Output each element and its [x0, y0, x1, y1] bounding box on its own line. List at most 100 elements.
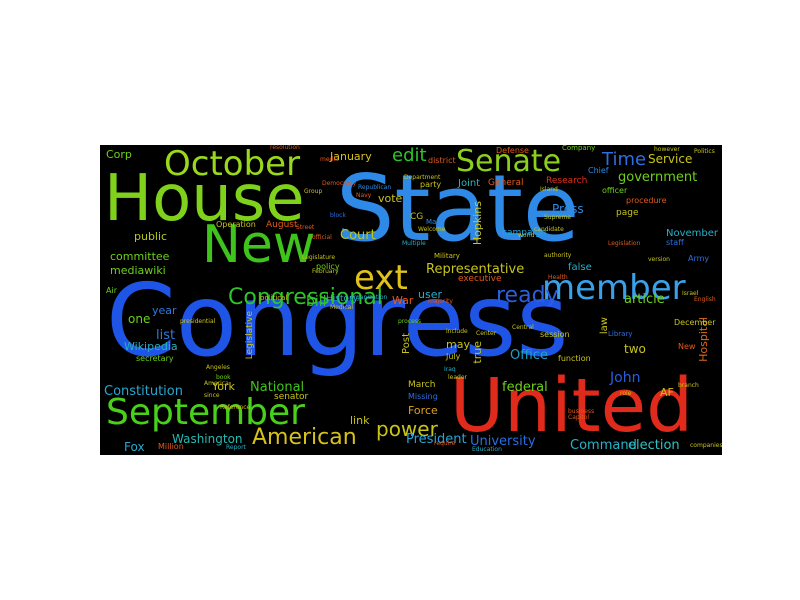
- word-department: Department: [404, 174, 441, 181]
- word-israel: Israel: [682, 290, 699, 297]
- word-president: President: [406, 432, 467, 447]
- word-year: year: [152, 304, 177, 317]
- word-post: Post: [401, 333, 412, 354]
- word-report: Report: [226, 444, 246, 451]
- word-supreme: Supreme: [544, 214, 571, 221]
- word-false: false: [568, 262, 592, 273]
- word-state: State: [336, 155, 580, 262]
- word-fox: Fox: [124, 440, 145, 454]
- word-america: America: [204, 380, 229, 387]
- word-role: role: [620, 390, 632, 397]
- word-constitution: Constitution: [104, 384, 183, 399]
- word-defense: Defense: [496, 146, 529, 155]
- word-war: War: [392, 294, 414, 307]
- word-resolution: resolution: [270, 145, 300, 151]
- word-congress: Congress: [106, 262, 569, 379]
- word-process: process: [398, 318, 422, 325]
- word-companies: companies: [690, 442, 722, 449]
- word-time: Time: [602, 149, 647, 170]
- word-government: government: [618, 170, 698, 185]
- word-research: Research: [546, 176, 588, 186]
- word-committee: committee: [110, 250, 170, 263]
- word-operation: Operation: [216, 220, 256, 229]
- word-military: Military: [434, 252, 460, 260]
- word-cg: CG: [410, 212, 424, 222]
- word-medical: Medical: [330, 304, 353, 311]
- word-cloud: Congress State United House New Septembe…: [100, 145, 722, 455]
- word-user: user: [418, 288, 442, 301]
- word-official: official: [312, 234, 332, 241]
- word-angeles: Angeles: [206, 364, 230, 371]
- word-command: Command: [570, 438, 637, 453]
- word-however: however: [654, 146, 680, 153]
- word-legislation: Legislation: [608, 240, 641, 247]
- word-ext: ext: [354, 258, 408, 298]
- word-august: August: [266, 220, 298, 230]
- word-af: AF: [660, 386, 674, 399]
- word-list: list: [156, 328, 176, 343]
- word-branch: branch: [678, 382, 699, 389]
- word-secretary: secretary: [136, 354, 174, 363]
- word-member: member: [542, 268, 686, 308]
- word-company: Company: [562, 145, 596, 152]
- word-presidential: presidential: [180, 318, 216, 325]
- word-new: New: [202, 215, 316, 275]
- word-article: article: [624, 292, 665, 307]
- word-party: party: [420, 180, 442, 189]
- word-joint: Joint: [458, 178, 481, 189]
- word-procedure: procedure: [626, 196, 667, 205]
- word-authority: authority: [544, 252, 572, 259]
- word-march: March: [408, 380, 436, 390]
- word-service: Service: [648, 152, 693, 166]
- word-may: may: [446, 338, 470, 351]
- word-organization: organization: [350, 294, 388, 301]
- word-press: Press: [552, 202, 584, 216]
- word-chief: Chief: [588, 166, 609, 175]
- word-united: United: [450, 363, 694, 449]
- word-two: two: [624, 342, 646, 356]
- word-representative: Representative: [426, 262, 525, 277]
- word-navy: Navy: [356, 192, 372, 199]
- word-hopkins: Hopkins: [471, 201, 484, 246]
- word-candidate: candidate: [534, 226, 564, 233]
- word-congressional: Congressional: [228, 285, 383, 310]
- word-politics: Politics: [694, 148, 715, 155]
- word-house: House: [104, 162, 305, 236]
- word-capitol: Capitol: [568, 414, 590, 421]
- word-one: one: [128, 312, 151, 326]
- word-require: require: [434, 440, 456, 447]
- word-link: link: [350, 414, 370, 427]
- word-force: Force: [408, 404, 438, 417]
- word-version: version: [648, 256, 670, 263]
- word-book: book: [216, 374, 231, 381]
- word-officer: officer: [602, 186, 628, 195]
- word-vote: vote: [378, 192, 403, 205]
- word-mediawiki: mediawiki: [110, 264, 166, 277]
- word-york: York: [212, 380, 235, 393]
- word-election: election: [628, 438, 680, 453]
- word-health: Health: [548, 274, 568, 281]
- word-island: Island: [540, 186, 558, 193]
- word-business: business: [568, 408, 595, 415]
- word-february: February: [312, 268, 339, 275]
- word-july: July: [446, 352, 461, 361]
- word-army: Army: [688, 254, 710, 263]
- word-welcome: Welcome: [418, 226, 446, 233]
- word-democracy: Democracy: [322, 180, 357, 187]
- word-january: January: [330, 150, 372, 163]
- word-district: district: [428, 156, 456, 165]
- word-power: power: [376, 417, 438, 441]
- word-november: November: [666, 228, 719, 239]
- word-million: Million: [158, 442, 184, 451]
- word-court: Court: [340, 228, 376, 243]
- word-washington: Washington: [172, 432, 243, 446]
- word-education: Education: [472, 446, 502, 453]
- word-group: Group: [304, 188, 323, 195]
- word-office: Office: [510, 348, 548, 363]
- word-leader: leader: [448, 374, 468, 381]
- word-executive: executive: [458, 274, 502, 284]
- word-policy: policy: [316, 262, 340, 271]
- word-true: true: [471, 341, 484, 364]
- word-american: American: [252, 425, 357, 450]
- word-page: page: [616, 208, 639, 218]
